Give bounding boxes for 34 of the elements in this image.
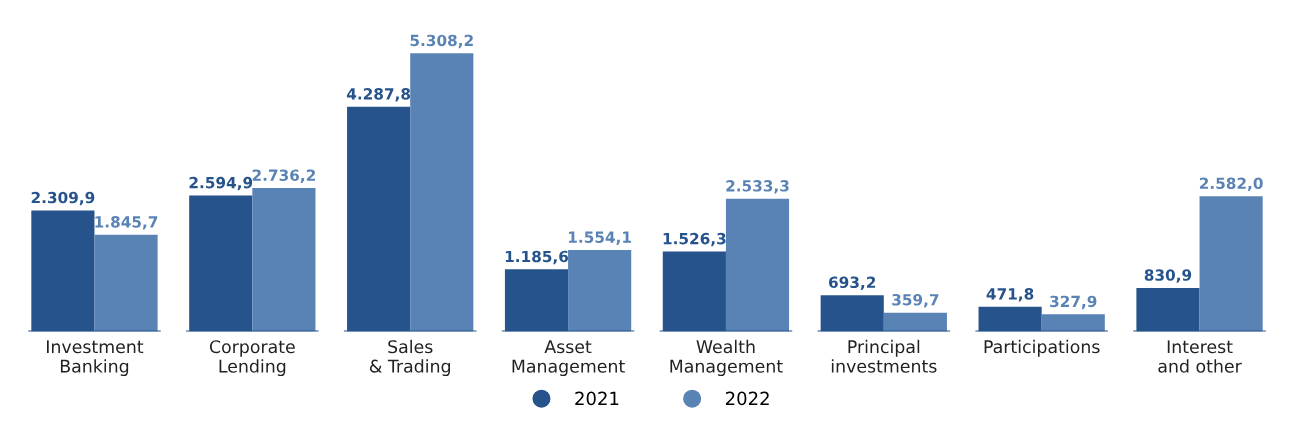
x-tick-label: Asset Management xyxy=(512,340,625,377)
bar xyxy=(883,312,947,332)
data-label: 2.736,2 xyxy=(252,169,315,183)
bar xyxy=(1199,196,1263,332)
x-tick-label: Interest and other xyxy=(1158,340,1242,373)
legend-label: 2021 xyxy=(575,391,619,406)
bar xyxy=(252,188,316,332)
data-label: 359,7 xyxy=(892,293,939,308)
x-tick-label: Participations xyxy=(984,339,1100,357)
bar xyxy=(725,198,790,332)
x-tick-label: Principal investments xyxy=(831,339,937,373)
data-label: 327,9 xyxy=(1050,295,1097,310)
data-label: 1.845,7 xyxy=(95,216,158,230)
bar xyxy=(1041,314,1105,332)
data-label: 2.594,9 xyxy=(189,176,253,191)
data-label: 1.554,1 xyxy=(568,231,631,245)
data-label: 2.533,3 xyxy=(726,180,789,194)
data-label: 4.287,8 xyxy=(346,88,411,102)
data-label: 2.309,9 xyxy=(31,191,95,206)
bar xyxy=(568,250,632,332)
x-tick-label: Wealth Management xyxy=(670,339,783,377)
legend-label: 2022 xyxy=(725,391,769,406)
x-tick-label: Sales & Trading xyxy=(369,339,450,377)
data-label: 471,8 xyxy=(986,288,1034,302)
data-label: 1.526,3 xyxy=(663,232,726,247)
x-tick-label: Corporate Lending xyxy=(209,340,295,377)
x-tick-label: Investment Banking xyxy=(47,340,144,377)
data-label: 2.582,0 xyxy=(1199,177,1263,192)
data-label: 5.308,2 xyxy=(410,34,473,49)
data-label: 830,9 xyxy=(1144,269,1192,283)
bar xyxy=(410,53,474,332)
bar xyxy=(94,234,158,332)
data-label: 1.185,6 xyxy=(505,250,569,265)
data-label: 693,2 xyxy=(829,276,876,290)
